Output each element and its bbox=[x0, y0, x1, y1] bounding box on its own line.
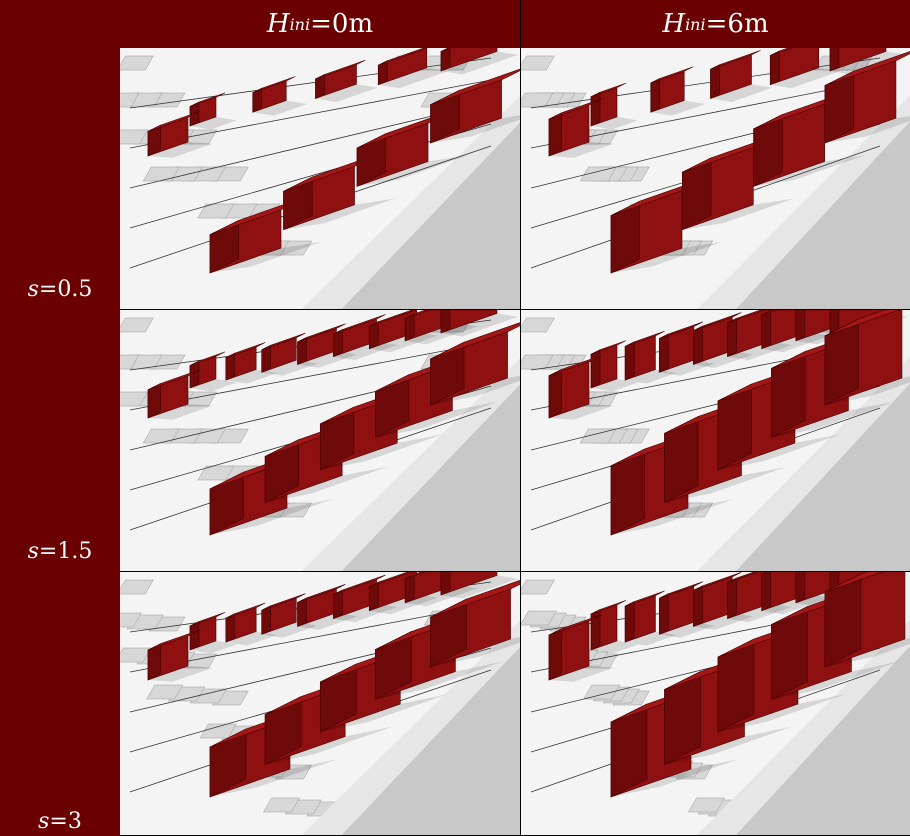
render-s15-h0 bbox=[120, 310, 521, 572]
row2-val: 1.5 bbox=[57, 539, 92, 564]
col-right-val: 6m bbox=[727, 9, 768, 39]
col-left-eq: = bbox=[310, 9, 332, 39]
col-left-var: H bbox=[267, 9, 290, 39]
row3-val: 3 bbox=[68, 809, 82, 834]
row1-var: s bbox=[28, 277, 39, 302]
col-right-eq: = bbox=[706, 9, 728, 39]
render-s3-h0 bbox=[120, 572, 521, 836]
row2-eq: = bbox=[39, 539, 57, 564]
row3-var: s bbox=[38, 809, 49, 834]
building-render bbox=[521, 48, 910, 310]
col-right-var: H bbox=[662, 9, 685, 39]
render-s3-h6 bbox=[521, 572, 910, 836]
render-s15-h6 bbox=[521, 310, 910, 572]
row2-var: s bbox=[28, 539, 39, 564]
render-s05-h6 bbox=[521, 48, 910, 310]
building-render bbox=[521, 310, 910, 572]
corner-cell bbox=[0, 0, 120, 48]
col-left-val: 0m bbox=[332, 9, 373, 39]
building-render bbox=[120, 310, 521, 572]
building-render bbox=[521, 572, 910, 836]
row1-eq: = bbox=[39, 277, 57, 302]
row-label-s3: s = 3 bbox=[0, 572, 120, 836]
building-render bbox=[120, 572, 521, 836]
col-right-sub: ini bbox=[685, 15, 706, 34]
col-left-sub: ini bbox=[290, 15, 311, 34]
row1-val: 0.5 bbox=[57, 277, 92, 302]
row-label-s15: s = 1.5 bbox=[0, 310, 120, 572]
building-render bbox=[120, 48, 521, 310]
row-label-s05: s = 0.5 bbox=[0, 48, 120, 310]
render-s05-h0 bbox=[120, 48, 521, 310]
row3-eq: = bbox=[49, 809, 67, 834]
